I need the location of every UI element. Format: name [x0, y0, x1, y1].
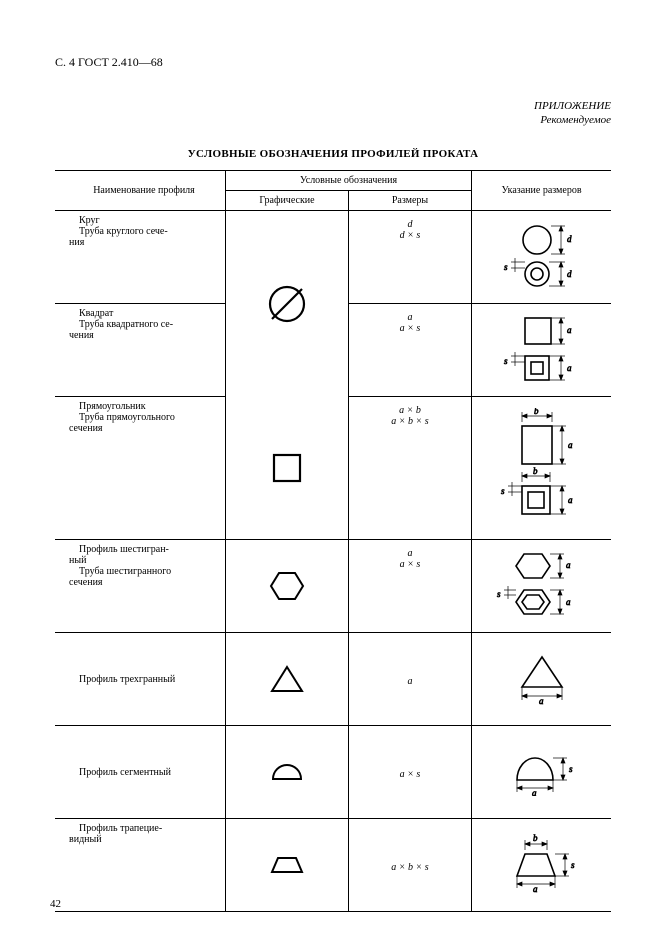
segment-icon — [269, 761, 305, 783]
row-rect-size: a × b a × b × s — [349, 397, 472, 540]
svg-text:a: a — [533, 884, 538, 894]
svg-text:a: a — [566, 597, 571, 607]
col-graphic-header: Графические — [226, 191, 349, 211]
svg-text:d: d — [567, 234, 572, 244]
trapezoid-icon — [268, 854, 306, 876]
svg-text:s: s — [569, 764, 573, 774]
row-tri-graphic — [226, 633, 349, 726]
svg-text:s: s — [501, 486, 505, 496]
row-trap-graphic — [226, 819, 349, 912]
row-circle-dim: d d s — [472, 211, 612, 304]
row-rect-name: Прямоугольник Труба прямоугольного сечен… — [55, 397, 226, 540]
svg-text:b: b — [533, 834, 538, 843]
annex-sublabel: Рекомендуемое — [55, 114, 611, 126]
row-trap-name: Профиль трапецие- видный — [55, 819, 226, 912]
circle-dim-icon: d d s — [497, 222, 587, 292]
trap-dim-icon: b a s — [499, 834, 584, 896]
svg-text:a: a — [567, 363, 572, 373]
row-hex-size: a a × s — [349, 540, 472, 633]
svg-text:a: a — [566, 560, 571, 570]
square-dim-icon: a a s — [497, 314, 587, 386]
page-number: 42 — [50, 898, 61, 910]
row-hex-dim: a a s — [472, 540, 612, 633]
row-tri-size: a — [349, 633, 472, 726]
tri-dim-icon: a — [507, 652, 577, 707]
svg-text:s: s — [504, 356, 508, 366]
col-name-header: Наименование профиля — [55, 171, 226, 211]
svg-text:s: s — [571, 860, 575, 870]
row-trap-dim: b a s — [472, 819, 612, 912]
svg-text:s: s — [504, 262, 508, 272]
col-symbols-header: Условные обозначения — [226, 171, 472, 191]
circle-slash-icon — [265, 282, 309, 326]
svg-text:s: s — [497, 589, 501, 599]
row-square-size: a a × s — [349, 304, 472, 397]
row-square-name: Квадрат Труба квадратного се- чения — [55, 304, 226, 397]
row-seg-dim: a s — [472, 726, 612, 819]
profiles-table: Наименование профиля Условные обозначени… — [55, 170, 611, 912]
row-circle-size: d d × s — [349, 211, 472, 304]
triangle-icon — [269, 664, 305, 694]
svg-text:d: d — [567, 269, 572, 279]
page-header: С. 4 ГОСТ 2.410—68 — [55, 55, 611, 70]
svg-text:b: b — [534, 408, 539, 416]
square-icon — [270, 451, 304, 485]
annex-label: ПРИЛОЖЕНИЕ — [55, 100, 611, 112]
row-tri-dim: a — [472, 633, 612, 726]
svg-text:a: a — [567, 325, 572, 335]
col-sizes-header: Размеры — [349, 191, 472, 211]
svg-text:b: b — [533, 466, 538, 476]
row-seg-graphic — [226, 726, 349, 819]
svg-text:a: a — [539, 696, 544, 706]
svg-text:a: a — [568, 440, 573, 450]
row-tri-name: Профиль трехгранный — [55, 633, 226, 726]
row-rect-dim: b a b a s — [472, 397, 612, 540]
row-seg-size: a × s — [349, 726, 472, 819]
rect-dim-icon: b a b a s — [494, 408, 589, 528]
row-seg-name: Профиль сегментный — [55, 726, 226, 819]
svg-text:a: a — [568, 495, 573, 505]
row-circle-graphic — [226, 211, 349, 397]
row-circle-name: Круг Труба круглого сече- ния — [55, 211, 226, 304]
hex-dim-icon: a a s — [494, 550, 589, 622]
table-title: УСЛОВНЫЕ ОБОЗНАЧЕНИЯ ПРОФИЛЕЙ ПРОКАТА — [55, 148, 611, 160]
col-dims-header: Указание размеров — [472, 171, 612, 211]
hexagon-icon — [268, 569, 306, 603]
row-trap-size: a × b × s — [349, 819, 472, 912]
row-hex-name: Профиль шестигран- ный Труба шестигранно… — [55, 540, 226, 633]
seg-dim-icon: a s — [502, 748, 582, 796]
row-hex-graphic — [226, 540, 349, 633]
row-rect-graphic — [226, 397, 349, 540]
row-square-dim: a a s — [472, 304, 612, 397]
svg-text:a: a — [532, 788, 537, 796]
